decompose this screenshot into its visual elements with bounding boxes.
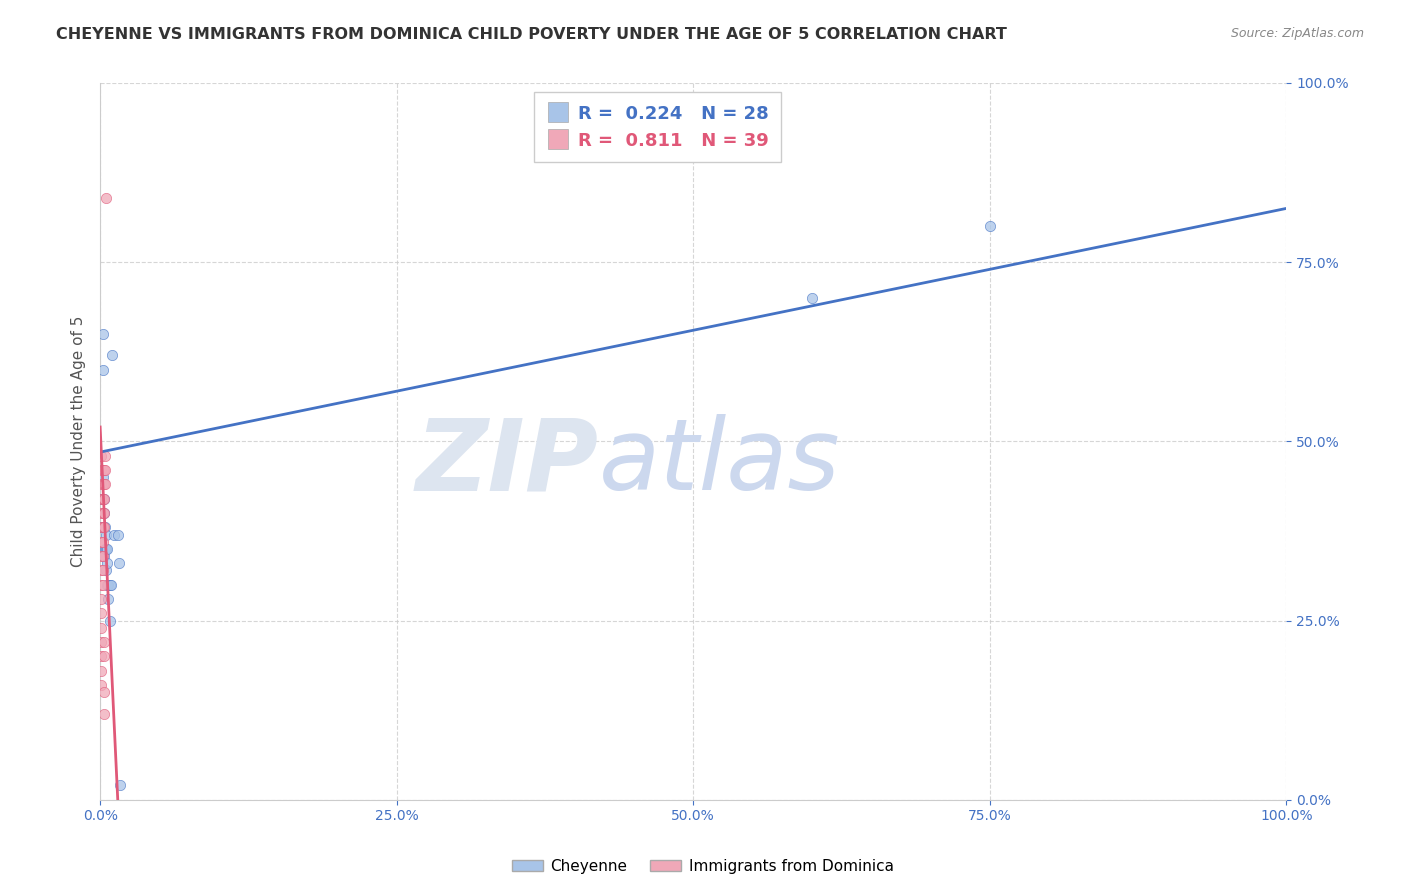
Text: ZIP: ZIP	[415, 415, 599, 511]
Point	[90, 491, 112, 506]
Point	[91, 563, 114, 577]
Point	[91, 326, 114, 341]
Point	[110, 779, 132, 793]
Point	[93, 706, 115, 721]
Point	[90, 477, 112, 491]
Point	[91, 491, 114, 506]
Point	[94, 449, 117, 463]
Point	[93, 685, 115, 699]
Point	[800, 291, 823, 305]
Point	[98, 614, 121, 628]
Point	[91, 477, 114, 491]
Point	[94, 477, 117, 491]
Point	[90, 592, 112, 607]
Point	[91, 534, 114, 549]
Point	[90, 534, 112, 549]
Point	[98, 578, 121, 592]
Point	[90, 449, 112, 463]
Point	[96, 556, 118, 570]
Text: Source: ZipAtlas.com: Source: ZipAtlas.com	[1230, 27, 1364, 40]
Point	[90, 649, 112, 664]
Point	[90, 520, 112, 534]
Point	[93, 506, 115, 520]
Point	[94, 541, 117, 556]
Point	[91, 362, 114, 376]
Point	[90, 621, 112, 635]
Point	[90, 563, 112, 577]
Point	[93, 549, 115, 563]
Point	[94, 563, 117, 577]
Point	[93, 520, 115, 534]
Point	[93, 477, 115, 491]
Point	[93, 463, 115, 477]
Point	[107, 527, 129, 541]
Legend: R =  0.224   N = 28, R =  0.811   N = 39: R = 0.224 N = 28, R = 0.811 N = 39	[534, 92, 782, 162]
Point	[93, 649, 115, 664]
Point	[91, 520, 114, 534]
Text: CHEYENNE VS IMMIGRANTS FROM DOMINICA CHILD POVERTY UNDER THE AGE OF 5 CORRELATIO: CHEYENNE VS IMMIGRANTS FROM DOMINICA CHI…	[56, 27, 1007, 42]
Point	[979, 219, 1001, 234]
Point	[91, 463, 114, 477]
Point	[91, 578, 114, 592]
Point	[94, 191, 117, 205]
Point	[91, 506, 114, 520]
Point	[90, 491, 112, 506]
Point	[90, 463, 112, 477]
Point	[101, 348, 124, 362]
Point	[94, 541, 117, 556]
Point	[108, 556, 131, 570]
Point	[90, 520, 112, 534]
Point	[93, 635, 115, 649]
Point	[91, 549, 114, 563]
Point	[93, 491, 115, 506]
Legend: Cheyenne, Immigrants from Dominica: Cheyenne, Immigrants from Dominica	[506, 853, 900, 880]
Point	[90, 506, 112, 520]
Point	[96, 541, 118, 556]
Point	[90, 607, 112, 621]
Point	[100, 578, 122, 592]
Point	[103, 527, 125, 541]
Point	[96, 578, 118, 592]
Y-axis label: Child Poverty Under the Age of 5: Child Poverty Under the Age of 5	[72, 316, 86, 567]
Point	[94, 527, 117, 541]
Point	[94, 520, 117, 534]
Point	[91, 470, 114, 484]
Point	[97, 578, 120, 592]
Point	[97, 592, 120, 607]
Point	[93, 491, 115, 506]
Point	[90, 635, 112, 649]
Point	[90, 664, 112, 678]
Text: atlas: atlas	[599, 415, 839, 511]
Point	[94, 463, 117, 477]
Point	[90, 549, 112, 563]
Point	[90, 678, 112, 692]
Point	[93, 506, 115, 520]
Point	[90, 578, 112, 592]
